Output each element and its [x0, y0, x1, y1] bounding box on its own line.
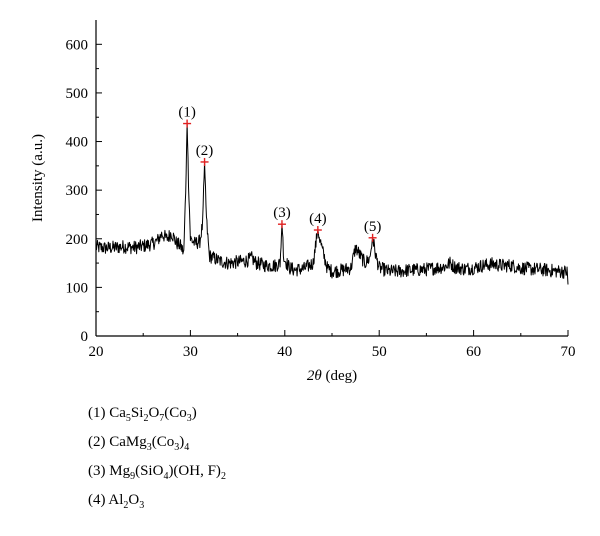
data-line [95, 123, 569, 285]
legend-number: (3) [88, 463, 110, 479]
legend-item: (1) Ca5Si2O7(Co3) [88, 402, 226, 430]
x-tick-label: 30 [183, 344, 198, 360]
legend-formula: Al2O3 [108, 492, 145, 511]
legend-item: (3) Mg9(SiO4)(OH, F)2 [88, 460, 226, 488]
peak-label: (5) [364, 219, 382, 235]
x-tick-label: 50 [372, 344, 387, 360]
x-tick-label: 40 [277, 344, 292, 360]
peak-label: (1) [178, 105, 196, 121]
y-tick-label: 100 [66, 280, 89, 296]
x-tick-label: 70 [561, 344, 576, 360]
y-tick-label: 600 [66, 37, 89, 53]
legend-number: (1) [88, 405, 110, 421]
x-axis-title: 2θ (deg) [307, 368, 357, 384]
legend-number: (2) [88, 434, 110, 450]
peak-label: (4) [309, 211, 327, 227]
y-tick-label: 200 [66, 232, 89, 248]
x-tick-label: 60 [466, 344, 481, 360]
y-tick-label: 400 [66, 135, 89, 151]
x-axis-unit: (deg) [322, 368, 357, 384]
legend-formula: Mg9(SiO4)(OH, F)2 [109, 463, 226, 482]
y-axis-title: Intensity (a.u.) [30, 134, 46, 222]
x-axis-symbol: 2θ [307, 368, 323, 384]
legend-formula: CaMg3(Co3)4 [109, 434, 190, 453]
phase-legend: (1) Ca5Si2O7(Co3) (2) CaMg3(Co3)4 (3) Mg9(… [88, 402, 226, 517]
legend-item: (4) Al2O3 [88, 489, 226, 517]
legend-item: (2) CaMg3(Co3)4 [88, 431, 226, 459]
xrd-chart: 0 100 200 300 400 500 600 20 30 40 50 60 70 (1) (2) (3)… [30, 20, 576, 384]
legend-number: (4) [88, 492, 109, 508]
peak-label: (2) [196, 143, 214, 159]
legend-formula: Ca5Si2O7(Co3) [109, 405, 197, 424]
y-tick-label: 300 [66, 183, 89, 199]
x-tick-label: 20 [89, 344, 104, 360]
y-tick-label: 500 [66, 86, 89, 102]
peak-label: (3) [273, 205, 291, 221]
y-tick-label: 0 [81, 329, 89, 345]
plot-area: 0 100 200 300 400 500 600 20 30 40 50 60 70 (1) (2) (3)… [30, 20, 576, 384]
